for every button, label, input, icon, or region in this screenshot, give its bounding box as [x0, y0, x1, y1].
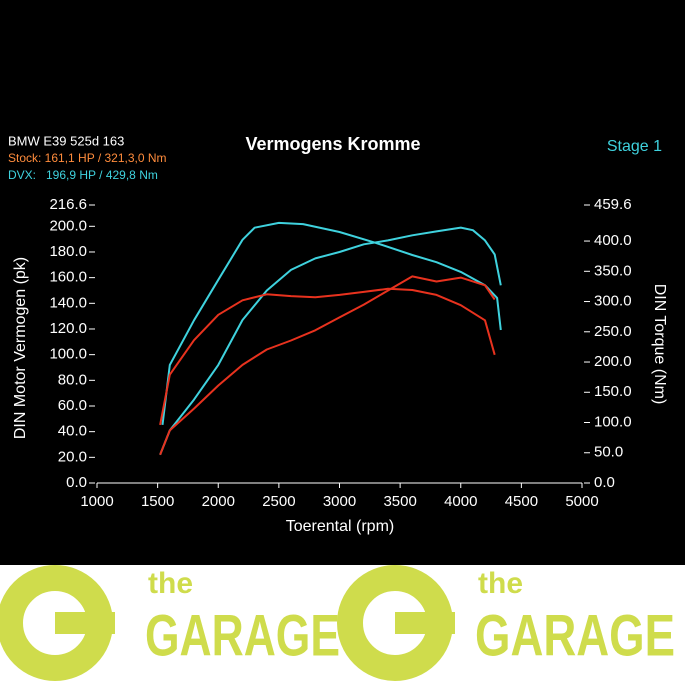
y2-tick-label: 0.0: [594, 474, 615, 491]
y-tick-label: 0.0: [66, 474, 87, 491]
logo-big: GARAGE: [475, 603, 675, 668]
chart-title: Vermogens Kromme: [245, 134, 420, 154]
logo-small: the: [478, 567, 523, 600]
x-tick-label: 3500: [383, 493, 416, 510]
y-tick-label: 120.0: [49, 320, 87, 337]
banner: the GARAGE the GARAGE: [0, 565, 685, 685]
line: [161, 221, 502, 426]
logo-big: GARAGE: [145, 603, 340, 668]
y-tick-label: 140.0: [49, 294, 87, 311]
dvx-info: DVX: 196,9 HP / 429,8 Nm: [8, 168, 158, 182]
y-tick-label: 80.0: [58, 371, 87, 388]
logo: the GARAGE: [0, 565, 340, 681]
y2-axis-title: DIN Torque (Nm): [651, 284, 668, 405]
y-tick-label: 216.6: [49, 196, 87, 213]
y-tick-label: 160.0: [49, 269, 87, 286]
background: [0, 0, 685, 565]
vehicle: BMW E39 525d 163: [8, 133, 124, 148]
x-tick-label: 5000: [565, 493, 598, 510]
logo-g-bar: [55, 612, 115, 634]
y2-tick-label: 150.0: [594, 383, 632, 400]
line: [159, 226, 502, 456]
x-tick-label: 1000: [80, 493, 113, 510]
x-tick-label: 1500: [141, 493, 174, 510]
y-tick-label: 40.0: [58, 423, 87, 440]
stock-info: Stock: 161,1 HP / 321,3,0 Nm: [8, 151, 167, 165]
y-tick-label: 180.0: [49, 243, 87, 260]
y-axis-title: DIN Motor Vermogen (pk): [12, 257, 29, 439]
y-tick-label: 20.0: [58, 448, 87, 465]
x-tick-label: 2000: [202, 493, 235, 510]
line: [159, 275, 496, 456]
y2-tick-label: 50.0: [594, 444, 623, 461]
subtitle: Stage 1: [607, 138, 662, 155]
logo-g-bar: [395, 612, 455, 634]
y2-tick-label: 250.0: [594, 323, 632, 340]
y2-tick-label: 350.0: [594, 262, 632, 279]
line: [159, 287, 496, 426]
y2-tick-label: 200.0: [594, 353, 632, 370]
y-tick-label: 60.0: [58, 397, 87, 414]
x-tick-label: 2500: [262, 493, 295, 510]
y2-tick-label: 400.0: [594, 232, 632, 249]
x-tick-label: 3000: [323, 493, 356, 510]
x-axis-title: Toerental (rpm): [286, 518, 394, 535]
y2-tick-label: 300.0: [594, 293, 632, 310]
y-tick-label: 100.0: [49, 346, 87, 363]
x-tick-label: 4000: [444, 493, 477, 510]
y2-tick-label: 459.6: [594, 196, 632, 213]
y-tick-label: 200.0: [49, 217, 87, 234]
logo-small: the: [148, 567, 193, 600]
y2-tick-label: 100.0: [594, 413, 632, 430]
x-tick-label: 4500: [505, 493, 538, 510]
logo: the GARAGE: [337, 565, 675, 681]
